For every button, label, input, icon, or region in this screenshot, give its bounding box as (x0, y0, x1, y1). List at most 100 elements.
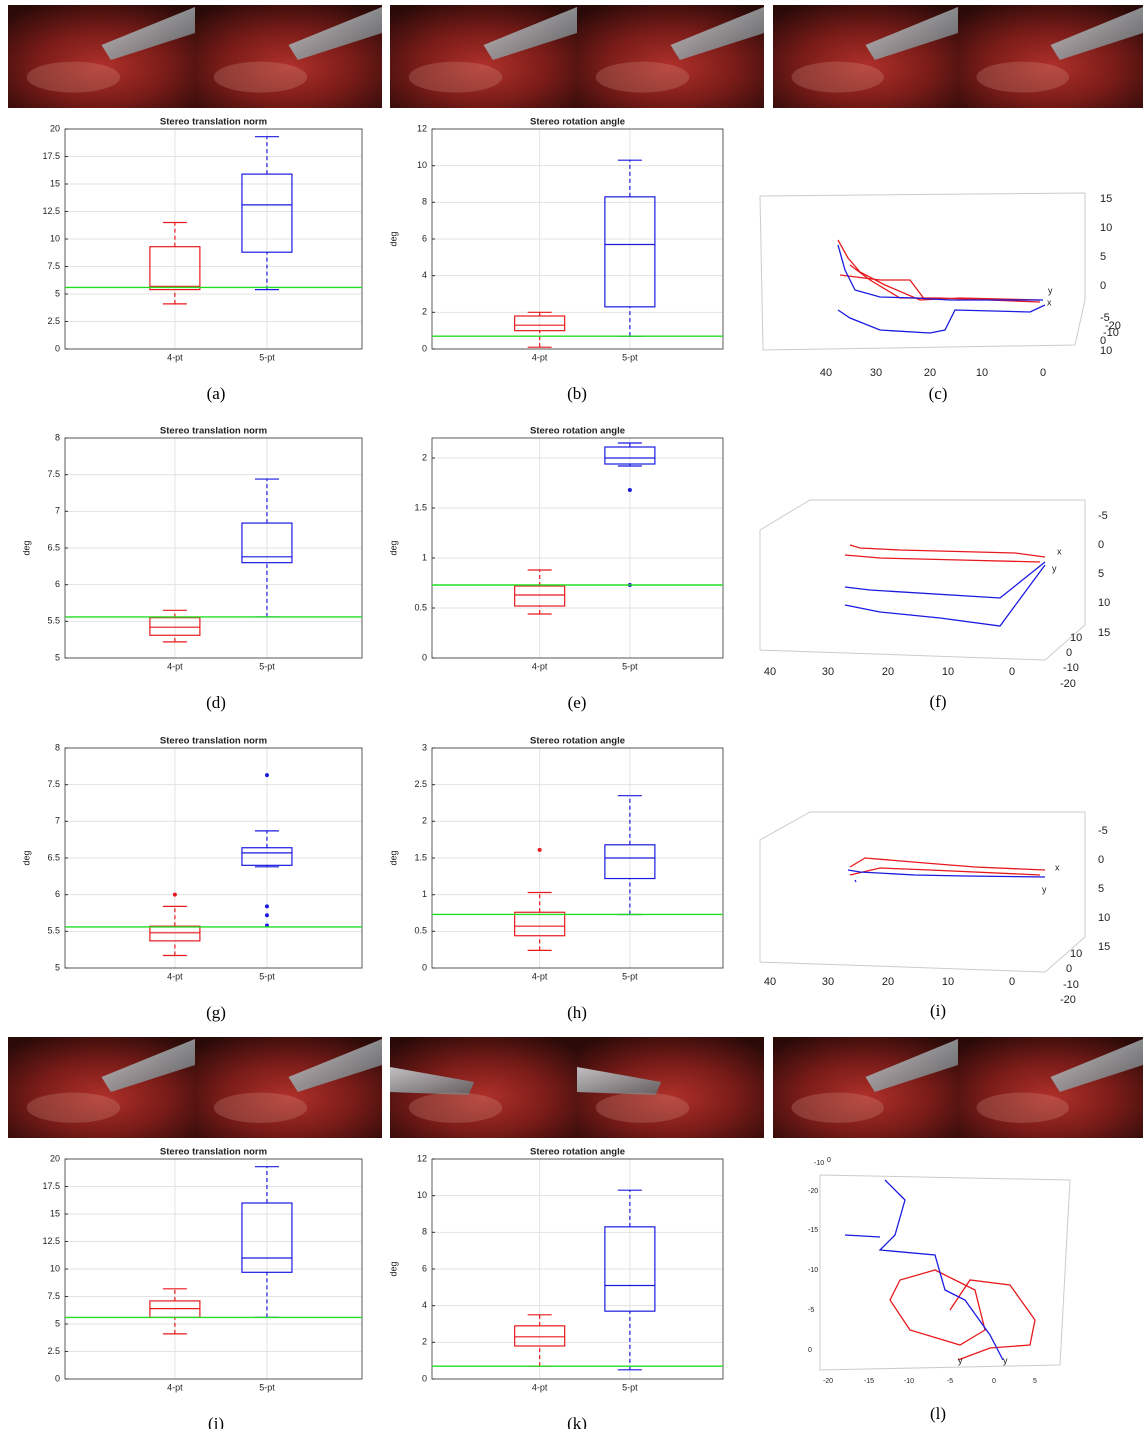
x-tick-label: -10 (904, 1378, 914, 1385)
x-tick-label: 20 (882, 666, 894, 678)
y-axis-label: deg (388, 231, 398, 246)
x-tick-label: 5-pt (622, 661, 638, 671)
z-tick-label: -15 (808, 1227, 818, 1234)
y-tick-label: 1 (422, 889, 427, 899)
y-tick-label: 10 (1070, 948, 1082, 960)
y-tick-label: 7 (55, 506, 60, 516)
plot-area (432, 438, 723, 658)
y-tick-label: -10 (1063, 979, 1079, 991)
tissue-highlight (214, 1093, 308, 1123)
z-tick-label: 0 (808, 1347, 812, 1354)
y-tick-label: 12 (417, 1153, 427, 1163)
caption: (g) (206, 1003, 226, 1022)
y-tick-label: 10 (417, 160, 427, 170)
y-tick-label: 0 (1066, 647, 1072, 659)
trajectory-blue (848, 870, 1045, 882)
y-tick-label: 0 (55, 343, 60, 353)
caption: (f) (930, 692, 947, 711)
axes-3d-box (760, 193, 1085, 350)
z-tick-label: 0 (1098, 539, 1104, 551)
y-tick-label: 12 (417, 123, 427, 133)
z-tick-label: -10 (808, 1267, 818, 1274)
trajectory-blue (838, 245, 1045, 333)
y-tick-label: 12.5 (42, 206, 60, 216)
y-tick-label: 6.5 (47, 542, 60, 552)
x-tick-label: -5 (947, 1378, 953, 1385)
tissue-highlight (409, 62, 503, 93)
y-tick-label: 5 (55, 962, 60, 972)
caption: (j) (208, 1414, 224, 1429)
y-tick-label: -10 (814, 1160, 824, 1167)
y-tick-label: 5 (55, 1318, 60, 1328)
x-tick-label: 5-pt (259, 661, 275, 671)
x-tick-label: 4-pt (167, 661, 183, 671)
y-tick-label: 4 (422, 1300, 427, 1310)
y-tick-label: -10 (1063, 662, 1079, 674)
y-tick-label: 6 (422, 1263, 427, 1273)
chart-title: Stereo translation norm (160, 1147, 267, 1158)
x-tick-label: 5-pt (259, 352, 275, 362)
y-tick-label: 12.5 (42, 1236, 60, 1246)
tissue-highlight (27, 1093, 121, 1123)
x-tick-label: 20 (924, 367, 936, 379)
x-tick-label: 4-pt (532, 1382, 548, 1392)
x-tick-label: 0 (1040, 367, 1046, 379)
x-tick-label: 10 (942, 666, 954, 678)
trajectory-blue (845, 562, 1045, 626)
y-tick-label: 1.5 (414, 502, 427, 512)
chart-title: Stereo translation norm (160, 736, 267, 747)
y-axis-label: deg (388, 540, 398, 555)
y-tick-label: 8 (55, 432, 60, 442)
x-tick-label: 5-pt (259, 1382, 275, 1392)
axis-marker-label: x (1047, 297, 1052, 307)
y-tick-label: 3 (422, 742, 427, 752)
outlier (265, 904, 269, 908)
z-tick-label: 15 (1100, 193, 1112, 205)
trajectory-red (838, 240, 1040, 302)
axes-3d-box (760, 812, 1085, 972)
z-tick-label: 5 (1098, 883, 1104, 895)
y-tick-label: 8 (422, 1227, 427, 1237)
caption: (a) (207, 384, 226, 403)
z-tick-label: 5 (1100, 251, 1106, 263)
y-axis-label: deg (388, 850, 398, 865)
axis-marker-label: x (1055, 862, 1060, 872)
x-tick-label: 4-pt (167, 352, 183, 362)
z-tick-label: 10 (1100, 222, 1112, 234)
chart-title: Stereo translation norm (160, 426, 267, 437)
x-tick-label: 10 (942, 976, 954, 988)
y-tick-label: -20 (1060, 994, 1076, 1006)
outlier (173, 893, 177, 897)
y-tick-label: 0 (422, 962, 427, 972)
y-tick-label: 4 (422, 270, 427, 280)
y-tick-label: 7.5 (47, 1291, 60, 1301)
y-tick-label: 10 (417, 1190, 427, 1200)
y-tick-label: 7.5 (47, 469, 60, 479)
axis-marker-label: y (958, 1355, 963, 1365)
tissue-highlight (792, 62, 885, 93)
caption: (b) (567, 384, 587, 403)
z-tick-label: 15 (1098, 627, 1110, 639)
x-tick-label: 5-pt (259, 971, 275, 981)
chart-title: Stereo rotation angle (530, 1147, 625, 1158)
caption: (l) (930, 1404, 946, 1423)
caption: (h) (567, 1003, 587, 1022)
z-tick-label: 15 (1098, 941, 1110, 953)
y-tick-label: 2.5 (414, 779, 427, 789)
y-tick-label: 10 (50, 233, 60, 243)
y-tick-label: 15 (50, 1208, 60, 1218)
z-tick-label: -5 (1098, 510, 1108, 522)
y-tick-label: 2 (422, 1337, 427, 1347)
caption: (c) (929, 384, 948, 403)
y-tick-label: 2.5 (47, 316, 60, 326)
x-tick-label: 4-pt (532, 352, 548, 362)
outlier (538, 848, 542, 852)
y-tick-label: 10 (1100, 345, 1112, 357)
y-axis-label: deg (388, 1261, 398, 1276)
x-tick-label: 4-pt (167, 1382, 183, 1392)
z-tick-label: -5 (1098, 825, 1108, 837)
x-tick-label: 10 (976, 367, 988, 379)
axis-marker-label: y (1048, 285, 1053, 295)
axis-marker-label: x (1057, 546, 1062, 556)
